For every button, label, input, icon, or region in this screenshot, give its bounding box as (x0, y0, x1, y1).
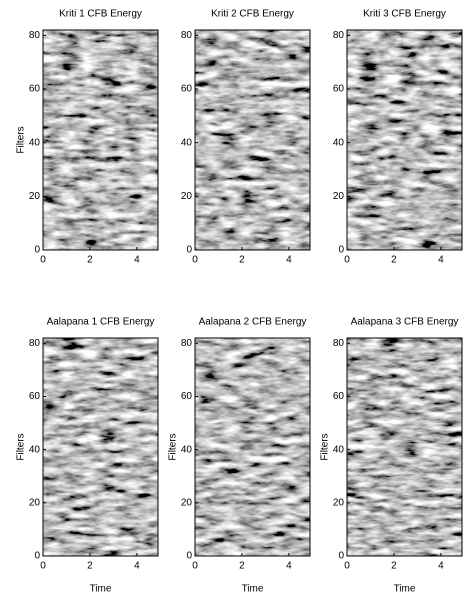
y-tick-label: 20 (333, 497, 345, 508)
x-tick-label: 0 (40, 561, 46, 572)
x-tick-label: 2 (87, 255, 93, 266)
heatmap-image (195, 30, 310, 250)
x-tick-label: 0 (344, 255, 350, 266)
plot-frame (194, 337, 311, 557)
x-tick-label: 0 (40, 255, 46, 266)
y-tick-label: 80 (333, 338, 345, 349)
x-tick-label: 2 (391, 561, 397, 572)
y-axis-label: Filters (16, 126, 27, 153)
y-tick-label: 60 (181, 391, 193, 402)
y-tick-label: 60 (29, 391, 41, 402)
x-axis-label: Time (242, 584, 264, 595)
y-axis-label: Filters (320, 433, 331, 460)
x-tick-label: 4 (438, 561, 444, 572)
plot-frame (194, 29, 311, 251)
y-tick-label: 80 (29, 338, 41, 349)
y-tick-label: 0 (34, 551, 40, 562)
x-tick-label: 2 (239, 561, 245, 572)
y-tick-label: 60 (181, 84, 193, 95)
y-tick-label: 60 (333, 391, 345, 402)
y-tick-label: 80 (333, 30, 345, 41)
y-tick-label: 80 (29, 30, 41, 41)
chart-title: Aalapana 3 CFB Energy (351, 317, 459, 328)
x-axis-label: Time (90, 584, 112, 595)
y-tick-label: 0 (186, 551, 192, 562)
heatmap-image (347, 30, 462, 250)
y-tick-label: 40 (333, 444, 345, 455)
y-tick-label: 40 (181, 137, 193, 148)
x-tick-label: 4 (286, 255, 292, 266)
y-tick-label: 20 (29, 191, 41, 202)
plot-frame (42, 337, 159, 557)
y-tick-label: 60 (333, 84, 345, 95)
y-tick-label: 60 (29, 84, 41, 95)
y-tick-label: 20 (181, 497, 193, 508)
chart-title: Kriti 3 CFB Energy (363, 9, 446, 20)
plot-frame (346, 337, 463, 557)
chart-title: Aalapana 2 CFB Energy (199, 317, 307, 328)
x-tick-label: 0 (192, 255, 198, 266)
y-tick-label: 20 (29, 497, 41, 508)
x-tick-label: 2 (391, 255, 397, 266)
y-tick-label: 80 (181, 30, 193, 41)
plot-frame (346, 29, 463, 251)
y-tick-label: 40 (181, 444, 193, 455)
x-tick-label: 4 (134, 561, 140, 572)
y-tick-label: 40 (29, 444, 41, 455)
x-tick-label: 2 (87, 561, 93, 572)
heatmap-image (43, 30, 158, 250)
chart-title: Kriti 2 CFB Energy (211, 9, 294, 20)
x-tick-label: 4 (286, 561, 292, 572)
y-tick-label: 0 (338, 245, 344, 256)
y-tick-label: 80 (181, 338, 193, 349)
y-tick-label: 40 (29, 137, 41, 148)
x-tick-label: 4 (438, 255, 444, 266)
chart-title: Aalapana 1 CFB Energy (47, 317, 155, 328)
y-axis-label: Filters (16, 433, 27, 460)
y-tick-label: 0 (186, 245, 192, 256)
y-axis-label: Filters (168, 433, 179, 460)
heatmap-image (43, 338, 158, 556)
y-tick-label: 0 (338, 551, 344, 562)
y-tick-label: 0 (34, 245, 40, 256)
plot-frame (42, 29, 159, 251)
y-tick-label: 40 (333, 137, 345, 148)
y-tick-label: 20 (333, 191, 345, 202)
x-tick-label: 0 (344, 561, 350, 572)
x-tick-label: 4 (134, 255, 140, 266)
heatmap-image (347, 338, 462, 556)
x-tick-label: 0 (192, 561, 198, 572)
x-axis-label: Time (394, 584, 416, 595)
y-tick-label: 20 (181, 191, 193, 202)
chart-title: Kriti 1 CFB Energy (59, 9, 142, 20)
x-tick-label: 2 (239, 255, 245, 266)
heatmap-image (195, 338, 310, 556)
